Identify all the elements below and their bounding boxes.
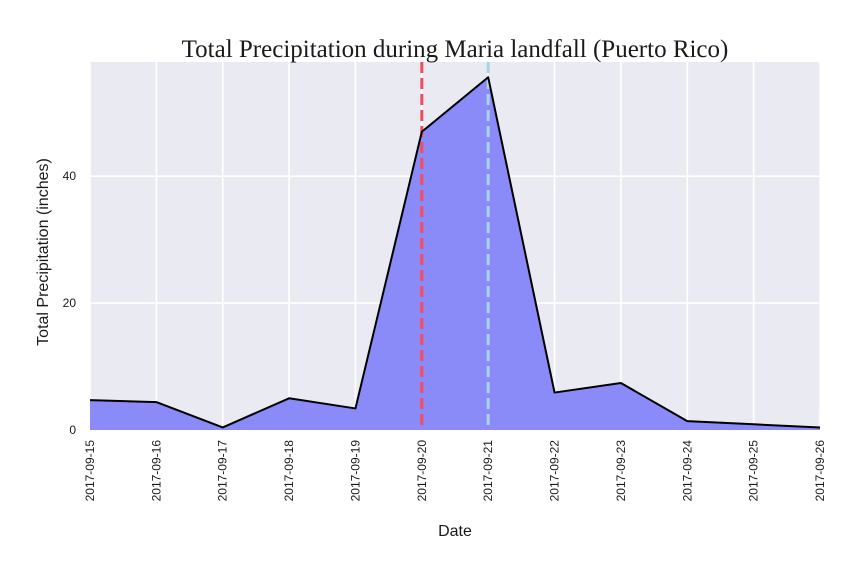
x-tick-label: 2017-09-19: [348, 440, 362, 502]
x-tick-label: 2017-09-21: [481, 440, 495, 502]
x-tick-label: 2017-09-26: [813, 440, 827, 502]
x-tick-label: 2017-09-17: [216, 440, 230, 502]
precipitation-line: [89, 76, 821, 429]
x-tick-label: 2017-09-15: [83, 440, 97, 502]
x-tick-label: 2017-09-23: [614, 440, 628, 502]
x-tick-label: 2017-09-16: [149, 440, 163, 502]
y-tick-label: 40: [63, 169, 77, 183]
y-axis-label: Total Precipitation (inches): [35, 158, 52, 346]
x-tick-label: 2017-09-25: [747, 440, 761, 502]
chart-title: Total Precipitation during Maria landfal…: [182, 36, 729, 63]
x-axis-label: Date: [438, 523, 472, 540]
x-tick-label: 2017-09-24: [680, 440, 694, 502]
x-tick-label: 2017-09-20: [415, 440, 429, 502]
x-tick-label: 2017-09-18: [282, 440, 296, 502]
event-markers: [420, 62, 490, 430]
x-tick-label: 2017-09-22: [548, 440, 562, 502]
precipitation-area: [90, 77, 820, 430]
y-tick-label: 20: [63, 296, 77, 310]
tick-labels: 0 20 40 2017-09-15 2017-09-16 2017-09-17 2017-…: [63, 169, 827, 501]
y-tick-label: 0: [69, 423, 76, 437]
